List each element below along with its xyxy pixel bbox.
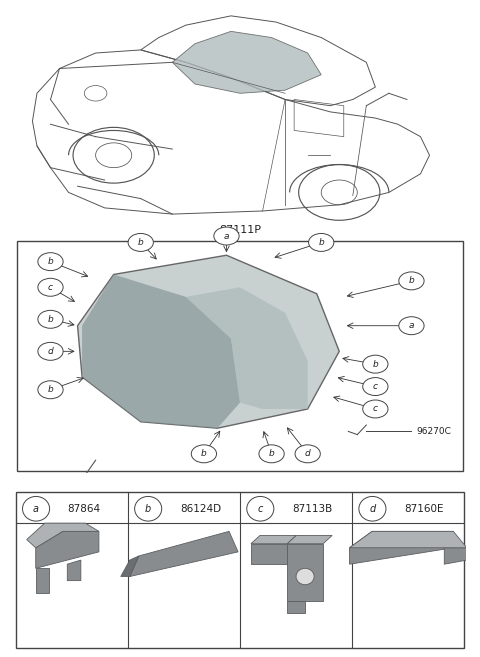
Circle shape	[38, 381, 63, 399]
Circle shape	[38, 342, 63, 360]
Circle shape	[295, 445, 320, 463]
Text: 86124D: 86124D	[180, 504, 221, 514]
Polygon shape	[27, 523, 99, 548]
Polygon shape	[67, 560, 81, 581]
Text: 96270C: 96270C	[416, 427, 451, 436]
Circle shape	[309, 233, 334, 252]
Polygon shape	[186, 287, 308, 409]
Text: b: b	[372, 359, 378, 369]
Polygon shape	[78, 255, 339, 428]
Circle shape	[259, 445, 284, 463]
Circle shape	[38, 253, 63, 271]
Circle shape	[135, 497, 162, 521]
Text: d: d	[369, 504, 375, 514]
Text: 87160E: 87160E	[404, 504, 444, 514]
Text: b: b	[48, 385, 53, 394]
Text: b: b	[145, 504, 151, 514]
Text: 87113B: 87113B	[292, 504, 332, 514]
Text: 87127: 87127	[37, 492, 70, 502]
Circle shape	[399, 317, 424, 334]
Circle shape	[23, 497, 49, 521]
Text: c: c	[258, 504, 263, 514]
Circle shape	[399, 272, 424, 290]
Circle shape	[359, 497, 386, 521]
Polygon shape	[251, 544, 287, 564]
Text: a: a	[224, 231, 229, 240]
Polygon shape	[130, 532, 238, 577]
Polygon shape	[287, 535, 332, 544]
Text: b: b	[318, 238, 324, 247]
Polygon shape	[444, 548, 467, 564]
Polygon shape	[287, 544, 323, 601]
Text: d: d	[48, 347, 53, 356]
Text: b: b	[48, 315, 53, 324]
Text: 87864: 87864	[68, 504, 101, 514]
Text: b: b	[138, 238, 144, 247]
Text: b: b	[408, 277, 414, 285]
Polygon shape	[172, 32, 321, 93]
Text: a: a	[33, 504, 39, 514]
Circle shape	[128, 233, 154, 252]
Text: 87111P: 87111P	[219, 225, 261, 235]
Polygon shape	[82, 275, 240, 428]
Text: b: b	[269, 449, 275, 459]
Circle shape	[363, 355, 388, 373]
Text: b: b	[48, 257, 53, 266]
Circle shape	[363, 400, 388, 418]
Text: c: c	[373, 405, 378, 413]
Text: c: c	[48, 283, 53, 292]
Circle shape	[296, 568, 314, 585]
Circle shape	[363, 378, 388, 396]
Circle shape	[38, 279, 63, 296]
Polygon shape	[251, 535, 296, 544]
Polygon shape	[349, 532, 453, 564]
Polygon shape	[36, 568, 49, 593]
Polygon shape	[349, 532, 467, 548]
Polygon shape	[121, 556, 139, 577]
Text: a: a	[408, 321, 414, 330]
Text: b: b	[201, 449, 207, 459]
Text: c: c	[373, 382, 378, 391]
Circle shape	[214, 227, 239, 245]
Circle shape	[191, 445, 216, 463]
Circle shape	[247, 497, 274, 521]
Polygon shape	[287, 601, 305, 614]
Circle shape	[38, 310, 63, 328]
Polygon shape	[36, 532, 99, 568]
Text: d: d	[305, 449, 311, 459]
